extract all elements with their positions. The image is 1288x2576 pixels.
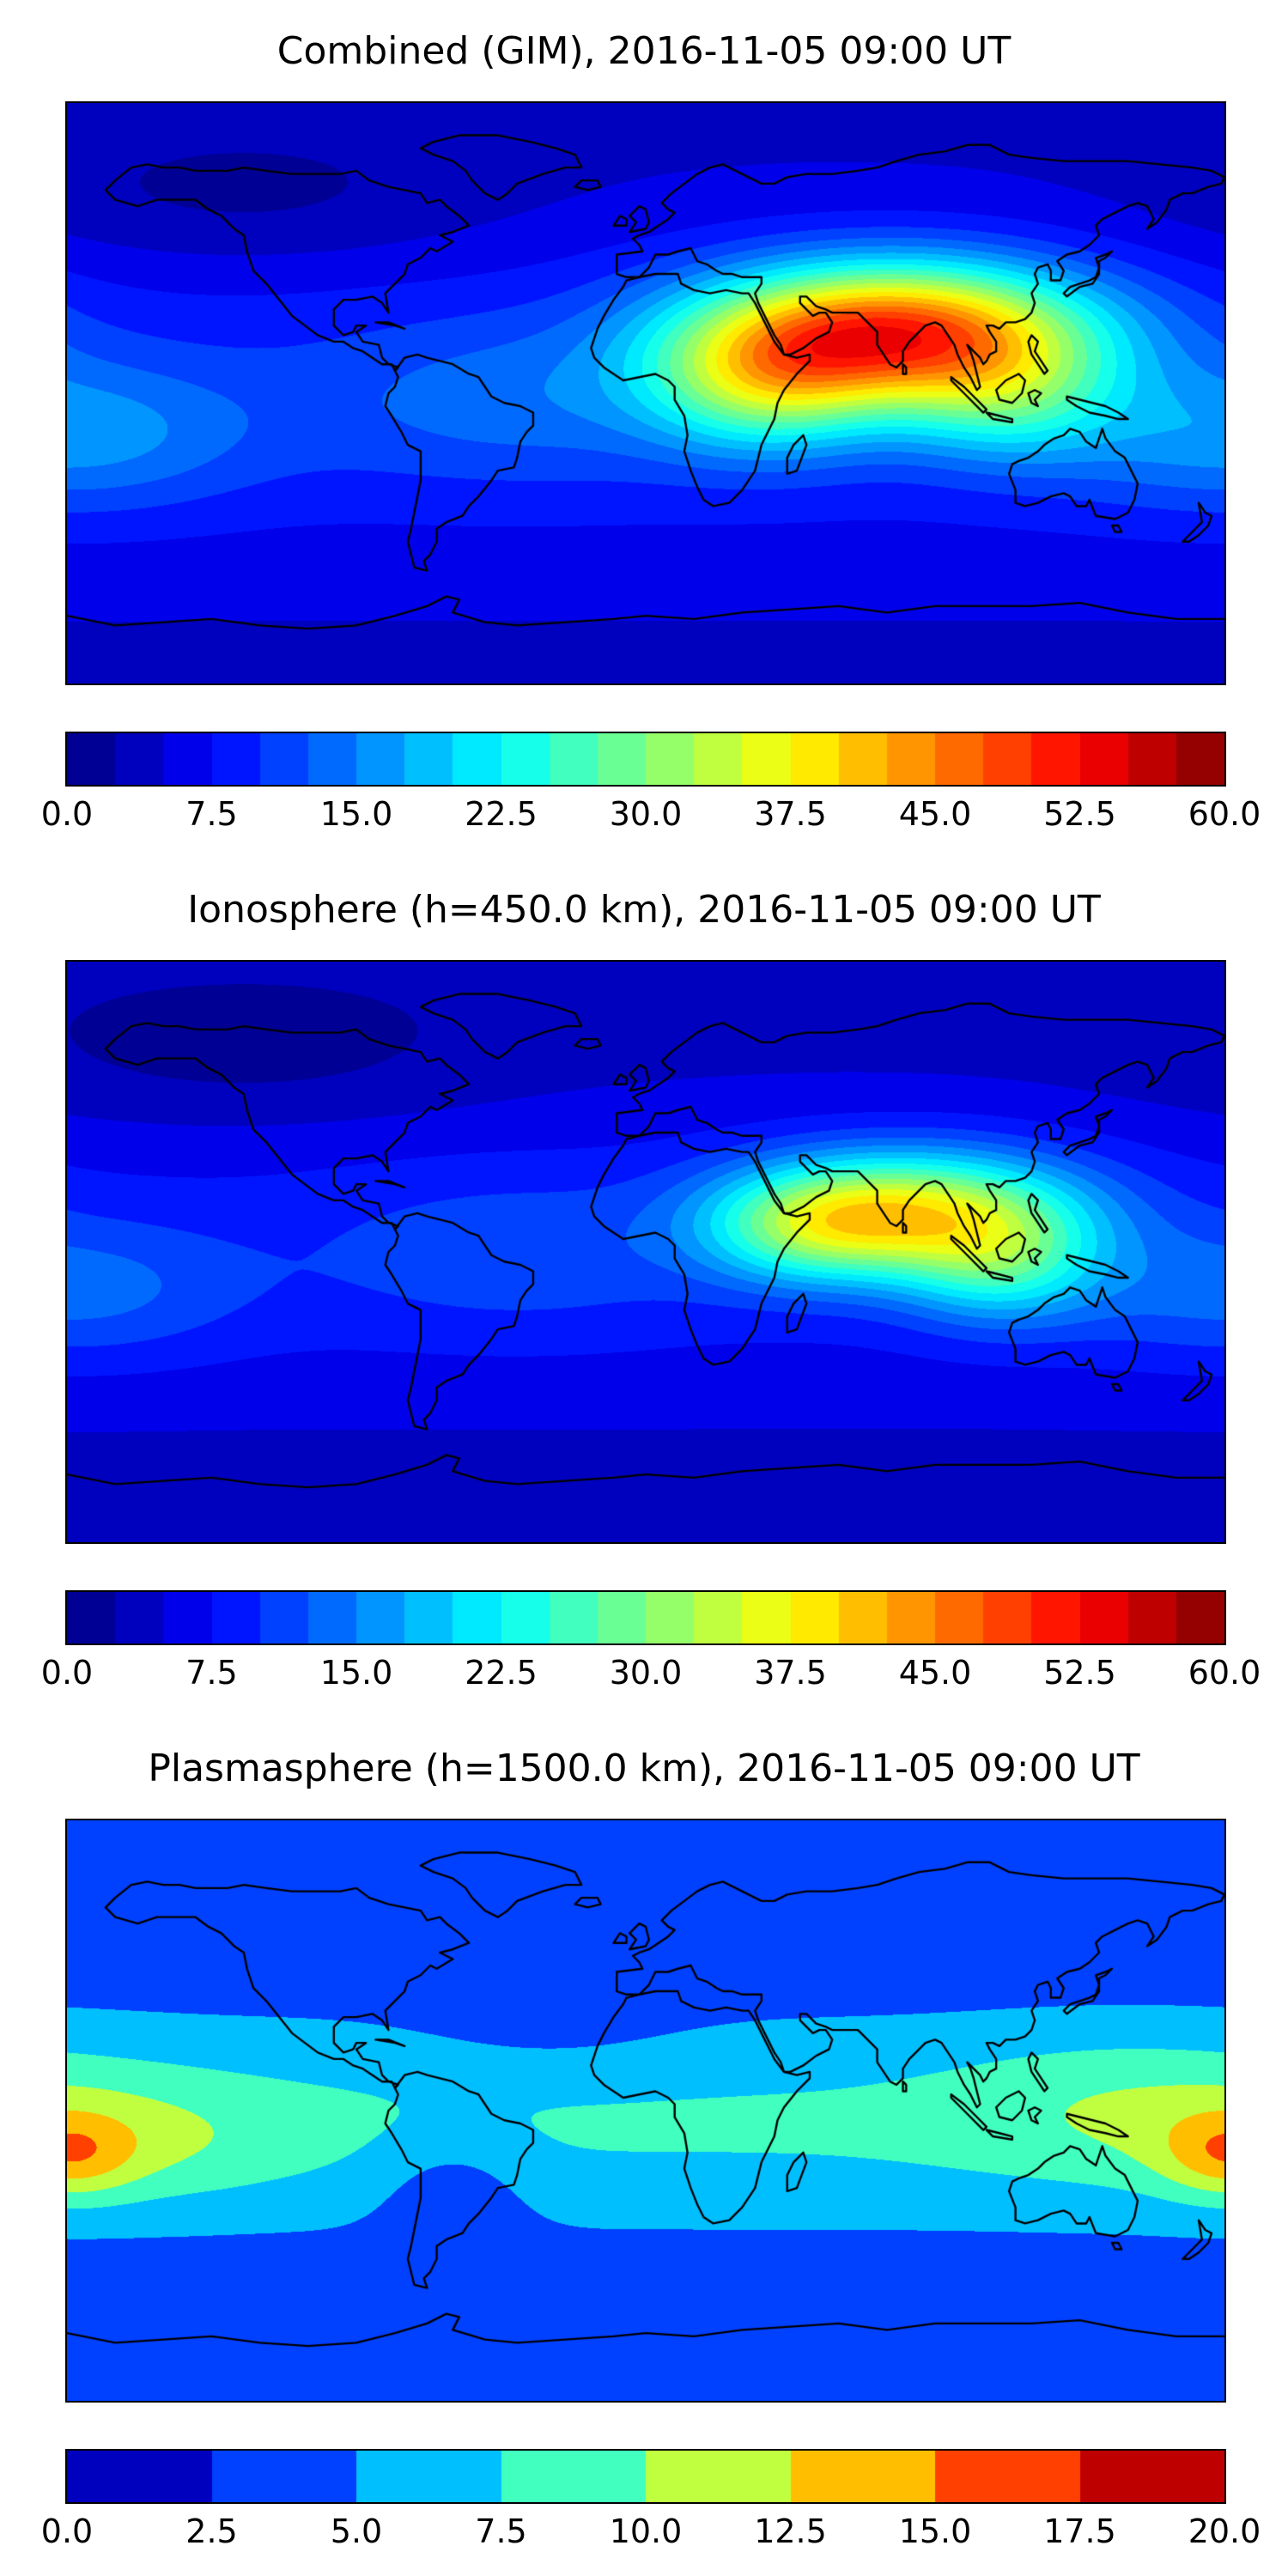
colorbar-tick-label: 0.0	[40, 1654, 94, 1692]
map-canvas-combined	[67, 103, 1224, 683]
colorbar-tick-label: 45.0	[898, 1654, 972, 1692]
chart-title-plasmasphere: Plasmasphere (h=1500.0 km), 2016-11-05 0…	[148, 1747, 1140, 1790]
map-plasmasphere	[65, 1819, 1226, 2403]
colorbar-ticks-plasmasphere: 0.0 2.5 5.0 7.5 10.0 12.5 15.0 17.5 20.0	[41, 2512, 1261, 2555]
colorbar-tick-label: 7.5	[185, 795, 238, 833]
colorbar-tick-label: 5.0	[330, 2512, 383, 2550]
colorbar-tick-label: 37.5	[754, 795, 827, 833]
colorbar-tick-label: 52.5	[1043, 795, 1116, 833]
colorbar-tick-label: 22.5	[465, 795, 538, 833]
colorbar-tick-label: 2.5	[185, 2512, 238, 2550]
colorbar-tick-label: 22.5	[465, 1654, 538, 1692]
colorbar-tick-label: 15.0	[319, 795, 393, 833]
colorbar-tick-label: 0.0	[40, 795, 94, 833]
map-ionosphere	[65, 960, 1226, 1544]
colorbar-tick-label: 30.0	[609, 795, 683, 833]
panel-combined-gim: Combined (GIM), 2016-11-05 09:00 UT 0.0 7…	[0, 0, 1288, 859]
chart-title-combined: Combined (GIM), 2016-11-05 09:00 UT	[276, 29, 1012, 73]
colorbar-tick-label: 15.0	[319, 1654, 393, 1692]
colorbar-tick-label: 45.0	[898, 795, 972, 833]
colorbar-canvas-combined	[67, 733, 1224, 785]
map-canvas-plasmasphere	[67, 1820, 1224, 2401]
map-combined-gim	[65, 101, 1226, 685]
colorbar-tick-label: 10.0	[609, 2512, 683, 2550]
colorbar-tick-label: 60.0	[1188, 795, 1261, 833]
chart-title-ionosphere: Ionosphere (h=450.0 km), 2016-11-05 09:0…	[187, 888, 1101, 932]
colorbar-tick-label: 30.0	[609, 1654, 683, 1692]
colorbar-canvas-plasmasphere	[67, 2451, 1224, 2502]
panel-ionosphere: Ionosphere (h=450.0 km), 2016-11-05 09:0…	[0, 859, 1288, 1717]
colorbar-tick-label: 20.0	[1188, 2512, 1261, 2550]
colorbar-tick-label: 12.5	[754, 2512, 827, 2550]
colorbar-tick-label: 0.0	[40, 2512, 94, 2550]
colorbar-tick-label: 17.5	[1043, 2512, 1116, 2550]
panel-plasmasphere: Plasmasphere (h=1500.0 km), 2016-11-05 0…	[0, 1717, 1288, 2576]
colorbar-tick-label: 52.5	[1043, 1654, 1116, 1692]
colorbar-tick-label: 60.0	[1188, 1654, 1261, 1692]
map-canvas-ionosphere	[67, 962, 1224, 1542]
colorbar-tick-label: 7.5	[185, 1654, 238, 1692]
colorbar-combined	[65, 732, 1226, 787]
colorbar-canvas-ionosphere	[67, 1592, 1224, 1643]
colorbar-tick-label: 7.5	[475, 2512, 527, 2550]
colorbar-tick-label: 37.5	[754, 1654, 827, 1692]
colorbar-plasmasphere	[65, 2449, 1226, 2504]
colorbar-ticks-ionosphere: 0.0 7.5 15.0 22.5 30.0 37.5 45.0 52.5 60.0	[41, 1654, 1261, 1697]
colorbar-ticks-combined: 0.0 7.5 15.0 22.5 30.0 37.5 45.0 52.5 60.0	[41, 795, 1261, 838]
colorbar-ionosphere	[65, 1590, 1226, 1645]
colorbar-tick-label: 15.0	[898, 2512, 972, 2550]
